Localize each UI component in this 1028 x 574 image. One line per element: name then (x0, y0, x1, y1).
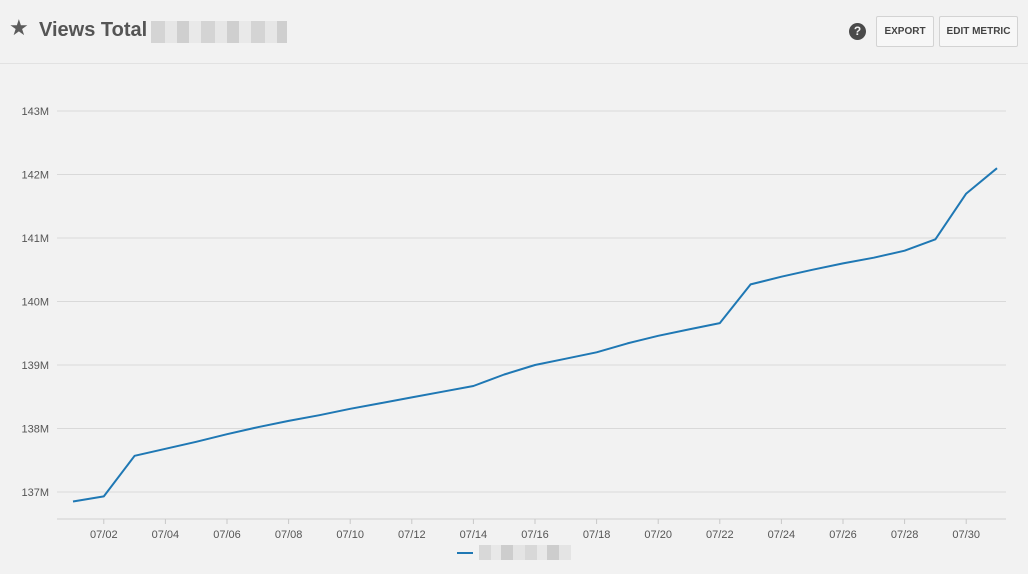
question-circle-icon[interactable]: ? (849, 23, 866, 40)
x-tick-label: 07/12 (398, 529, 426, 541)
x-tick-label: 07/08 (275, 529, 303, 541)
star-icon[interactable]: ★ (9, 16, 29, 41)
y-tick-label: 139M (21, 360, 49, 372)
x-tick-label: 07/30 (952, 529, 980, 541)
x-tick-label: 07/28 (891, 529, 919, 541)
x-tick-label: 07/22 (706, 529, 734, 541)
x-tick-label: 07/16 (521, 529, 549, 541)
x-tick-label: 07/02 (90, 529, 118, 541)
chart-title: Views Total | (39, 19, 159, 41)
x-tick-label: 07/04 (152, 529, 180, 541)
edit-metric-button[interactable]: EDIT METRIC (939, 16, 1018, 47)
x-tick-label: 07/14 (460, 529, 488, 541)
x-tick-label: 07/10 (336, 529, 364, 541)
series-line (72, 167, 998, 503)
x-tick-label: 07/26 (829, 529, 857, 541)
redacted-metric-name (151, 21, 287, 43)
y-tick-label: 137M (21, 487, 49, 499)
y-tick-label: 138M (21, 424, 49, 436)
y-tick-label: 140M (21, 297, 49, 309)
x-tick-label: 07/24 (768, 529, 796, 541)
legend-swatch (457, 552, 473, 554)
y-tick-label: 142M (21, 170, 49, 182)
y-tick-label: 143M (21, 106, 49, 118)
x-tick-label: 07/20 (644, 529, 672, 541)
x-tick-label: 07/18 (583, 529, 611, 541)
chart-header: ★ Views Total | ? EXPORT EDIT METRIC (0, 0, 1028, 64)
legend-label-redacted[interactable] (479, 545, 571, 560)
export-button[interactable]: EXPORT (876, 16, 934, 47)
x-tick-label: 07/06 (213, 529, 241, 541)
y-tick-label: 141M (21, 233, 49, 245)
